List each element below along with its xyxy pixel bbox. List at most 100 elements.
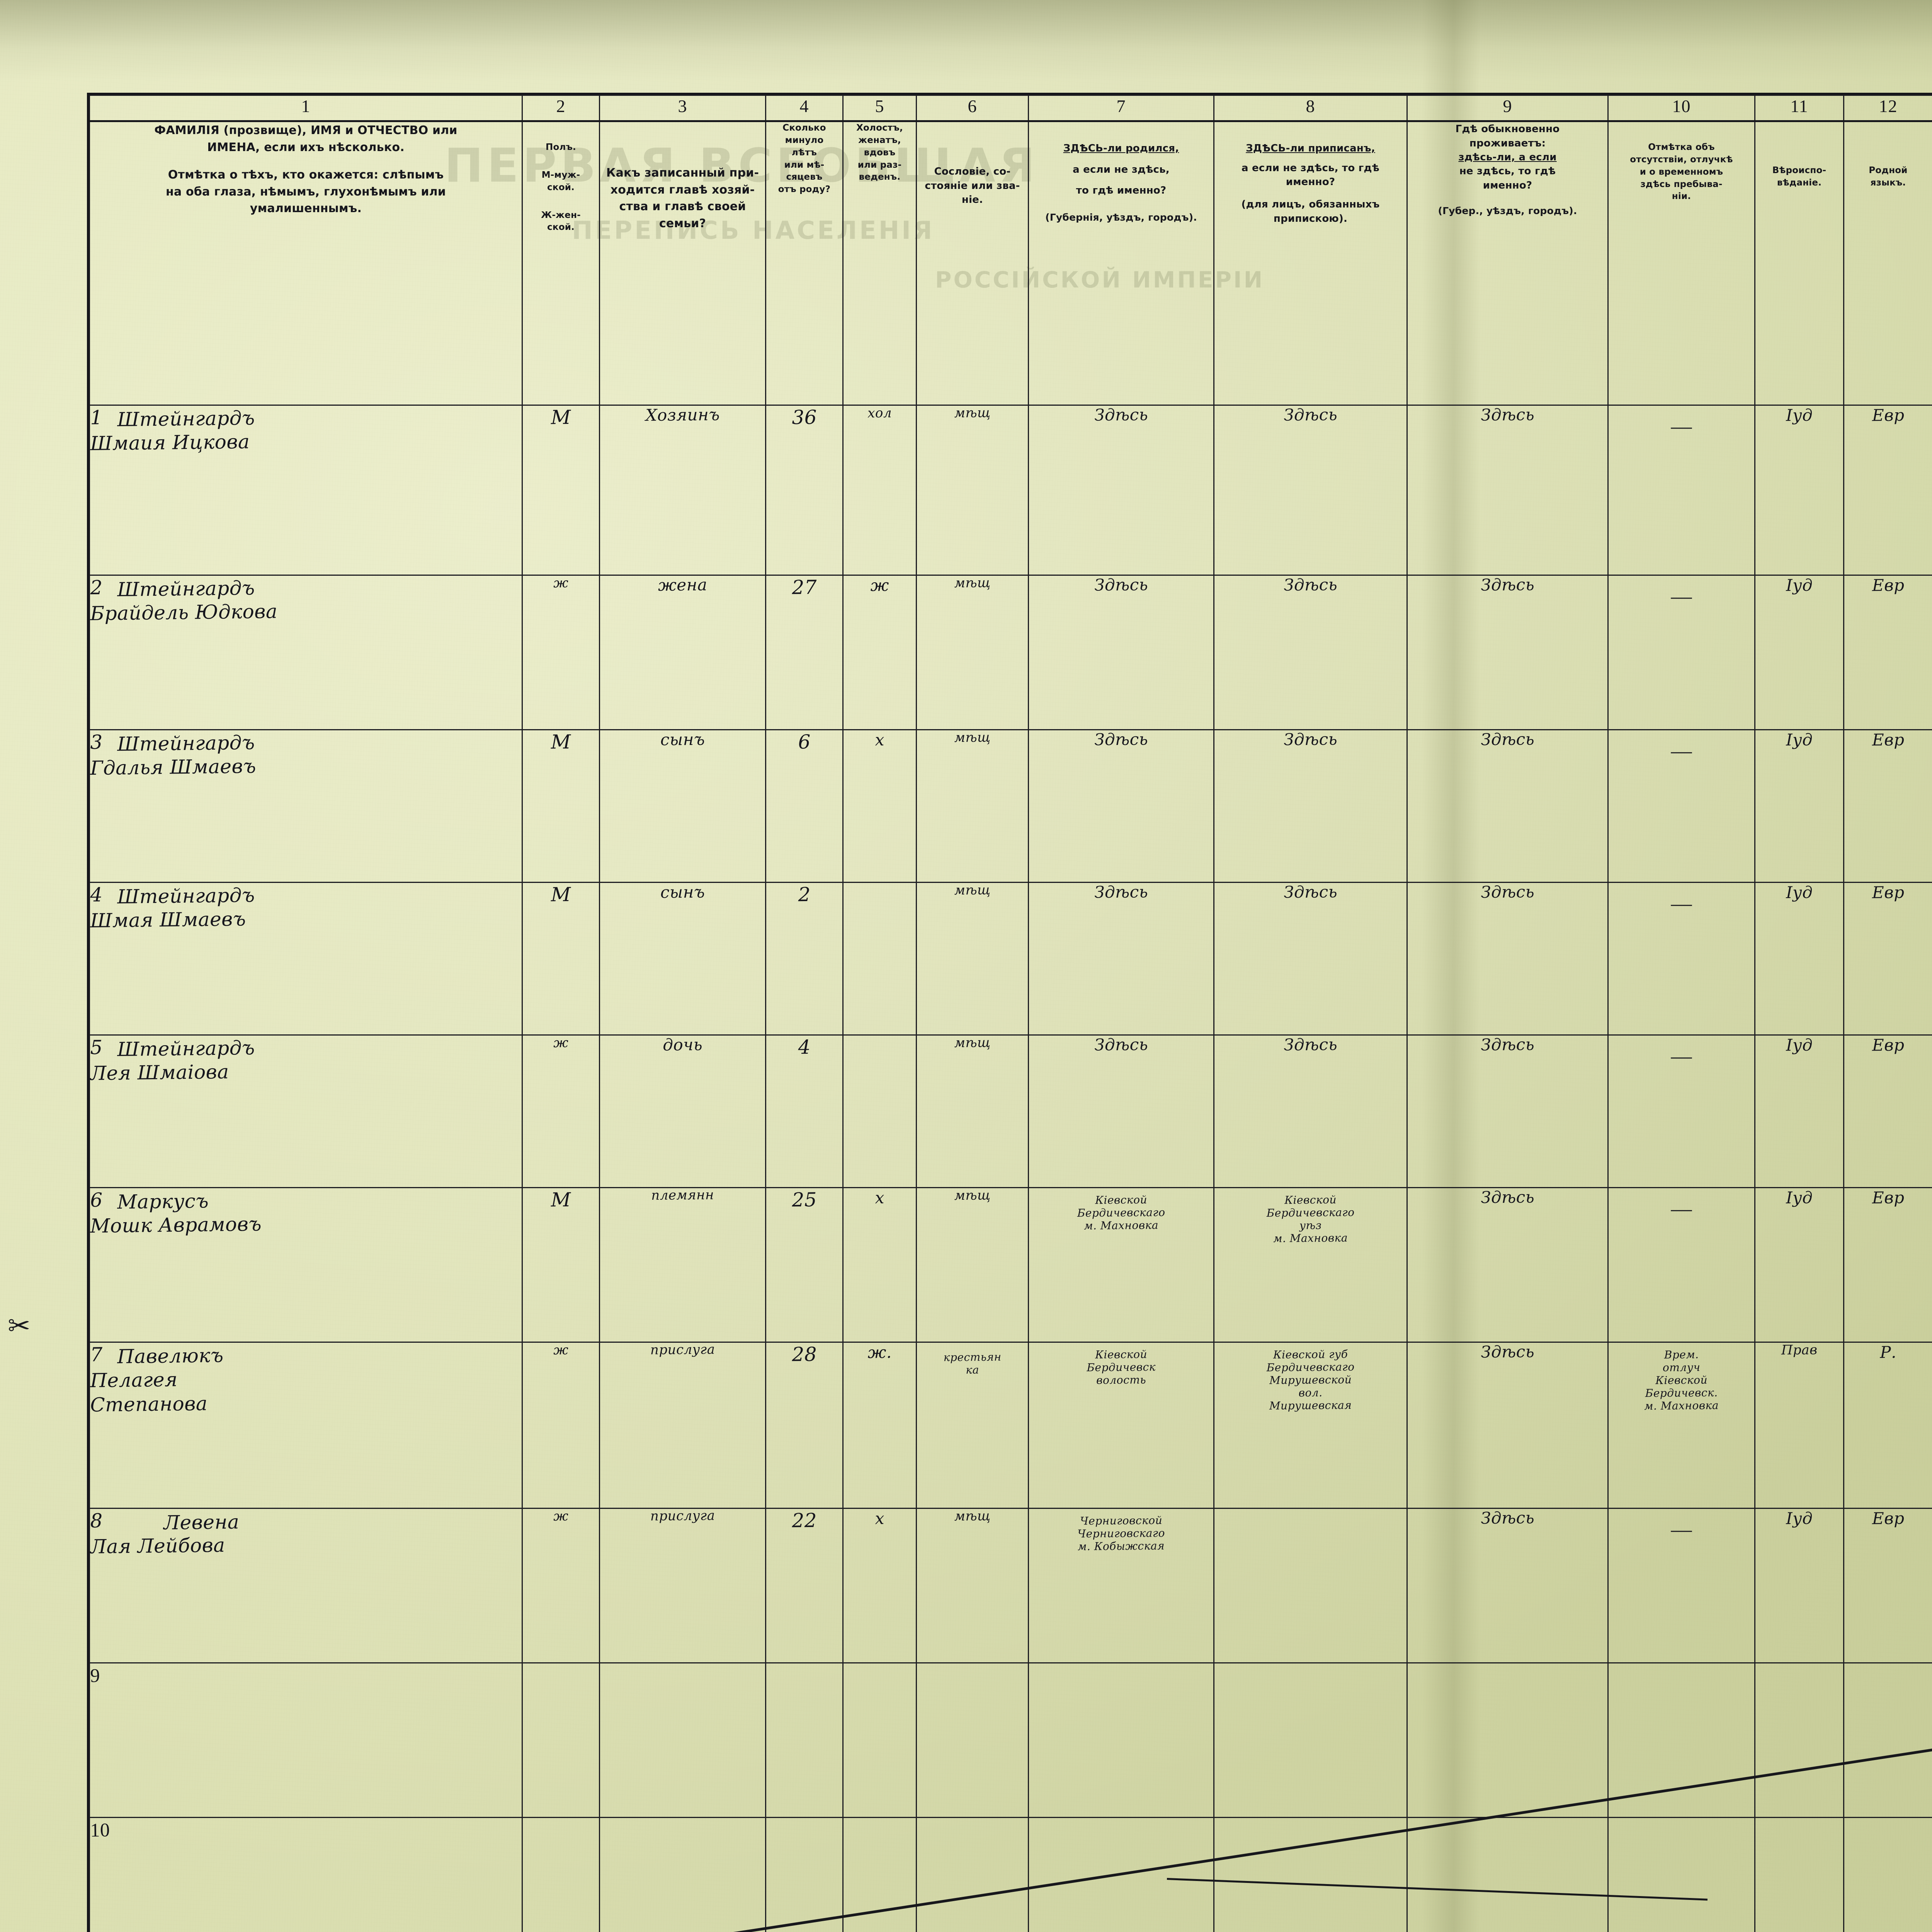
cell-estate-9[interactable] <box>916 1662 1029 1818</box>
cell-residence-3[interactable]: Здѣсь <box>1406 729 1609 883</box>
cell-age-8[interactable]: 22 <box>765 1508 844 1663</box>
cell-estate-8[interactable]: мѣщ <box>916 1508 1029 1663</box>
cell-relation-6[interactable]: племянн <box>599 1187 766 1343</box>
cell-absence-8[interactable]: — <box>1607 1508 1755 1663</box>
cell-religion-4[interactable]: Іуд <box>1754 882 1844 1036</box>
cell-absence-6[interactable]: — <box>1607 1187 1755 1343</box>
cell-language-4[interactable]: Евр <box>1843 882 1932 1036</box>
cell-sex-7[interactable]: ж <box>522 1342 600 1509</box>
cell-sex-4[interactable]: М <box>522 882 600 1036</box>
cell-registered-6[interactable]: Кіевской Бердичевскаго уѣз м. Махновка <box>1213 1187 1408 1343</box>
cell-language-8[interactable]: Евр <box>1843 1508 1932 1663</box>
cell-residence-4[interactable]: Здѣсь <box>1406 882 1609 1036</box>
cell-age-10[interactable] <box>765 1817 844 1932</box>
cell-name-3[interactable]: 3 Штейнгардъ Гдалья Шмаевъ <box>89 729 523 883</box>
cell-estate-7[interactable]: крестьян ка <box>916 1342 1029 1509</box>
cell-name-7[interactable]: 7 Павелюкъ Пелагея Степанова <box>89 1342 523 1509</box>
cell-estate-5[interactable]: мѣщ <box>916 1034 1029 1188</box>
cell-registered-5[interactable]: Здѣсь <box>1213 1034 1408 1188</box>
cell-sex-2[interactable]: ж <box>522 575 600 730</box>
cell-registered-10[interactable] <box>1213 1817 1408 1932</box>
cell-language-3[interactable]: Евр <box>1843 729 1932 883</box>
cell-relation-8[interactable]: прислуга <box>599 1508 766 1663</box>
cell-residence-10[interactable] <box>1406 1817 1609 1932</box>
cell-religion-7[interactable]: Прав <box>1754 1342 1844 1509</box>
cell-religion-9[interactable] <box>1754 1662 1844 1818</box>
cell-language-6[interactable]: Евр <box>1843 1187 1932 1343</box>
cell-sex-3[interactable]: М <box>522 729 600 883</box>
cell-residence-9[interactable] <box>1406 1662 1609 1818</box>
cell-age-2[interactable]: 27 <box>765 575 844 730</box>
cell-religion-1[interactable]: Іуд <box>1754 405 1844 576</box>
cell-age-3[interactable]: 6 <box>765 729 844 883</box>
cell-absence-4[interactable]: — <box>1607 882 1755 1036</box>
cell-language-2[interactable]: Евр <box>1843 575 1932 730</box>
cell-registered-3[interactable]: Здѣсь <box>1213 729 1408 883</box>
cell-estate-6[interactable]: мѣщ <box>916 1187 1029 1343</box>
cell-name-8[interactable]: 8 Левена Лая Лейбова <box>89 1508 523 1663</box>
cell-residence-1[interactable]: Здѣсь <box>1406 405 1609 576</box>
cell-residence-2[interactable]: Здѣсь <box>1406 575 1609 730</box>
cell-name-4[interactable]: 4 Штейнгардъ Шмая Шмаевъ <box>89 882 523 1036</box>
cell-estate-4[interactable]: мѣщ <box>916 882 1029 1036</box>
cell-registered-4[interactable]: Здѣсь <box>1213 882 1408 1036</box>
cell-marital-10[interactable] <box>842 1817 917 1932</box>
cell-age-7[interactable]: 28 <box>765 1342 844 1509</box>
cell-marital-1[interactable]: хол <box>842 405 917 576</box>
cell-relation-1[interactable]: Хозяинъ <box>599 405 766 576</box>
cell-language-7[interactable]: Р. <box>1843 1342 1932 1509</box>
cell-registered-9[interactable] <box>1213 1662 1408 1818</box>
cell-marital-5[interactable] <box>842 1034 917 1188</box>
cell-relation-3[interactable]: сынъ <box>599 729 766 883</box>
cell-religion-6[interactable]: Іуд <box>1754 1187 1844 1343</box>
cell-relation-2[interactable]: жена <box>599 575 766 730</box>
cell-relation-5[interactable]: дочь <box>599 1034 766 1188</box>
cell-age-5[interactable]: 4 <box>765 1034 844 1188</box>
cell-name-6[interactable]: 6 Маркусъ Мошк Аврамовъ <box>89 1187 523 1343</box>
cell-language-1[interactable]: Евр <box>1843 405 1932 576</box>
cell-registered-1[interactable]: Здѣсь <box>1213 405 1408 576</box>
cell-estate-3[interactable]: мѣщ <box>916 729 1029 883</box>
cell-age-4[interactable]: 2 <box>765 882 844 1036</box>
cell-birthplace-5[interactable]: Здѣсь <box>1028 1034 1214 1188</box>
cell-age-1[interactable]: 36 <box>765 405 844 576</box>
cell-religion-5[interactable]: Іуд <box>1754 1034 1844 1188</box>
cell-relation-7[interactable]: прислуга <box>599 1342 766 1509</box>
cell-absence-7[interactable]: Врем. отлуч Кіевской Бердичевск. м. Махн… <box>1607 1342 1755 1509</box>
cell-marital-8[interactable]: х <box>842 1508 917 1663</box>
cell-estate-1[interactable]: мѣщ <box>916 405 1029 576</box>
cell-marital-6[interactable]: х <box>842 1187 917 1343</box>
cell-relation-9[interactable] <box>599 1662 766 1818</box>
cell-registered-7[interactable]: Кіевской губ Бердичевскаго Мирушевской в… <box>1213 1342 1408 1509</box>
cell-name-1[interactable]: 1 Штейнгардъ Шмаия Ицкова <box>89 405 523 576</box>
cell-birthplace-10[interactable] <box>1028 1817 1214 1932</box>
cell-registered-2[interactable]: Здѣсь <box>1213 575 1408 730</box>
cell-absence-10[interactable] <box>1607 1817 1755 1932</box>
cell-sex-5[interactable]: ж <box>522 1034 600 1188</box>
cell-absence-5[interactable]: — <box>1607 1034 1755 1188</box>
cell-absence-2[interactable]: — <box>1607 575 1755 730</box>
cell-language-10[interactable] <box>1843 1817 1932 1932</box>
cell-sex-1[interactable]: М <box>522 405 600 576</box>
cell-religion-2[interactable]: Іуд <box>1754 575 1844 730</box>
cell-registered-8[interactable] <box>1213 1508 1408 1663</box>
cell-language-9[interactable] <box>1843 1662 1932 1818</box>
cell-residence-8[interactable]: Здѣсь <box>1406 1508 1609 1663</box>
cell-marital-9[interactable] <box>842 1662 917 1818</box>
cell-marital-2[interactable]: ж <box>842 575 917 730</box>
cell-name-10[interactable]: 10 <box>89 1817 523 1932</box>
cell-residence-7[interactable]: Здѣсь <box>1406 1342 1609 1509</box>
cell-birthplace-4[interactable]: Здѣсь <box>1028 882 1214 1036</box>
cell-birthplace-6[interactable]: Кіевской Бердичевскаго м. Махновка <box>1028 1187 1214 1343</box>
cell-sex-8[interactable]: ж <box>522 1508 600 1663</box>
cell-marital-4[interactable] <box>842 882 917 1036</box>
cell-sex-9[interactable] <box>522 1662 600 1818</box>
cell-birthplace-3[interactable]: Здѣсь <box>1028 729 1214 883</box>
cell-marital-7[interactable]: ж. <box>842 1342 917 1509</box>
cell-name-5[interactable]: 5 Штейнгардъ Лея Шмаіова <box>89 1034 523 1188</box>
cell-absence-1[interactable]: — <box>1607 405 1755 576</box>
cell-age-6[interactable]: 25 <box>765 1187 844 1343</box>
cell-birthplace-9[interactable] <box>1028 1662 1214 1818</box>
cell-estate-10[interactable] <box>916 1817 1029 1932</box>
cell-absence-3[interactable]: — <box>1607 729 1755 883</box>
